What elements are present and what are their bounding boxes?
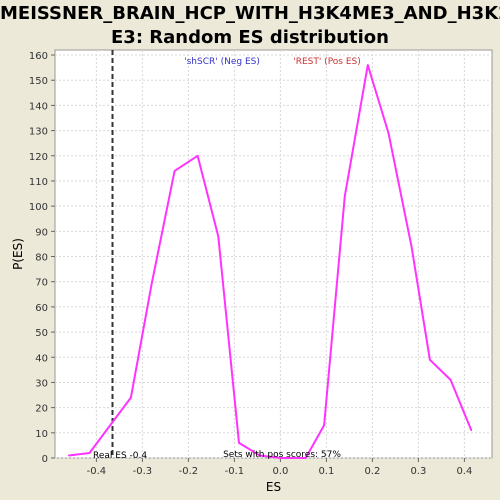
plot-area	[55, 50, 492, 458]
x-tick-label: 0.3	[410, 466, 426, 477]
x-tick-label: -0.3	[133, 466, 153, 477]
sets-pos-scores-label: Sets with pos scores: 57%	[223, 450, 341, 460]
x-tick-label: -0.2	[179, 466, 199, 477]
y-tick-label: 30	[35, 378, 48, 389]
x-tick-label: 0.0	[272, 466, 288, 477]
y-tick-label: 50	[35, 328, 48, 339]
y-tick-label: 130	[29, 127, 48, 138]
y-tick-label: 70	[35, 278, 48, 289]
x-tick-label: 0.2	[364, 466, 380, 477]
y-tick-label: 0	[42, 454, 48, 465]
data-point	[429, 359, 431, 361]
y-tick-label: 10	[35, 429, 48, 440]
data-point	[68, 455, 70, 457]
x-tick-label: 0.1	[318, 466, 334, 477]
data-point	[238, 442, 240, 444]
data-point	[218, 236, 220, 238]
data-point	[323, 424, 325, 426]
data-point	[450, 379, 452, 381]
neg-es-label: 'shSCR' (Neg ES)	[184, 57, 260, 67]
x-axis-label: ES	[266, 480, 281, 494]
data-point	[197, 155, 199, 157]
data-point	[388, 132, 390, 134]
data-point	[344, 195, 346, 197]
y-tick-label: 20	[35, 404, 48, 415]
y-tick-label: 80	[35, 253, 48, 264]
data-point	[411, 246, 413, 248]
data-point	[89, 452, 91, 454]
y-tick-label: 60	[35, 303, 48, 314]
y-tick-label: 90	[35, 227, 48, 238]
y-tick-label: 110	[29, 177, 48, 188]
pos-es-label: 'REST' (Pos ES)	[293, 57, 361, 67]
y-tick-label: 140	[29, 101, 48, 112]
data-point	[367, 64, 369, 66]
y-tick-label: 120	[29, 152, 48, 163]
x-tick-label: 0.4	[456, 466, 472, 477]
data-point	[174, 170, 176, 172]
y-tick-label: 150	[29, 76, 48, 87]
x-tick-label: -0.1	[225, 466, 245, 477]
data-point	[130, 397, 132, 399]
y-axis-label: P(ES)	[11, 238, 25, 270]
x-tick-label: -0.4	[87, 466, 107, 477]
y-tick-label: 160	[29, 51, 48, 62]
data-point	[151, 283, 153, 285]
data-point	[471, 429, 473, 431]
real-es-label: Real ES -0.4	[93, 451, 147, 461]
y-tick-label: 40	[35, 353, 48, 364]
y-tick-label: 100	[29, 202, 48, 213]
